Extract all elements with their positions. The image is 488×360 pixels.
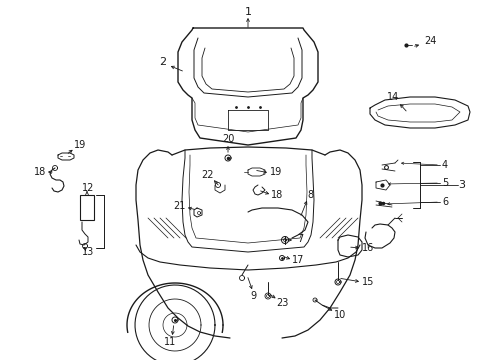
- Text: 16: 16: [361, 243, 373, 253]
- Text: 18: 18: [270, 190, 283, 200]
- Text: 17: 17: [291, 255, 304, 265]
- Text: 5: 5: [441, 178, 447, 188]
- Text: 19: 19: [74, 140, 86, 150]
- Text: 10: 10: [333, 310, 346, 320]
- Text: 21: 21: [172, 201, 185, 211]
- Bar: [80, 195, 94, 220]
- Text: 24: 24: [423, 36, 435, 46]
- Text: 14: 14: [386, 92, 398, 102]
- Text: 15: 15: [361, 277, 373, 287]
- Text: 23: 23: [275, 298, 287, 308]
- Text: 4: 4: [441, 160, 447, 170]
- Text: 19: 19: [269, 167, 282, 177]
- Text: 20: 20: [222, 134, 234, 144]
- Text: 13: 13: [81, 247, 94, 257]
- Text: 1: 1: [244, 7, 251, 17]
- Text: 3: 3: [458, 180, 465, 190]
- Text: 8: 8: [306, 190, 312, 200]
- Text: 9: 9: [249, 291, 256, 301]
- Text: 11: 11: [163, 337, 176, 347]
- Text: 2: 2: [159, 57, 166, 67]
- Text: 18: 18: [34, 167, 46, 177]
- Text: 6: 6: [441, 197, 447, 207]
- Text: 7: 7: [296, 234, 303, 244]
- Text: 22: 22: [201, 170, 213, 180]
- Text: 12: 12: [81, 183, 94, 193]
